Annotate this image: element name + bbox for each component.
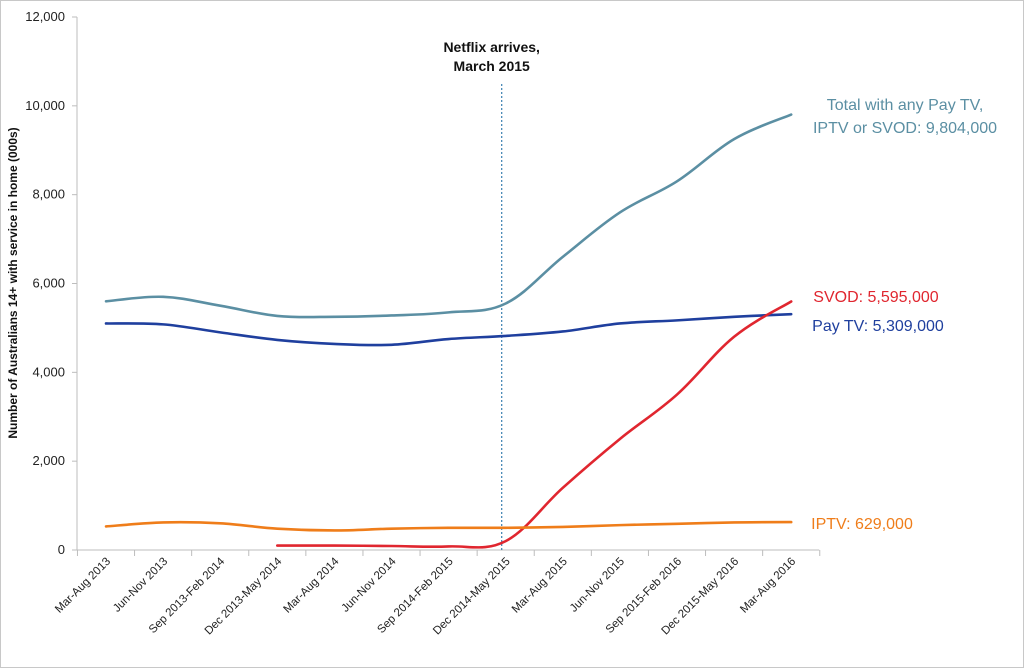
y-tick-label: 2,000 (32, 453, 65, 468)
series-label-total-with-any-pay-tv-iptv-or-svod: IPTV or SVOD: 9,804,000 (813, 120, 997, 137)
series-line-pay-tv (104, 312, 793, 347)
y-tick-label: 12,000 (25, 9, 65, 24)
series-label-pay-tv: Pay TV: 5,309,000 (812, 318, 944, 335)
series-line-iptv (104, 520, 793, 532)
netflix-annotation-label: Netflix arrives, (443, 39, 540, 55)
series-line-total-with-any-pay-tv-iptv-or-svod (104, 113, 793, 319)
series-label-svod: SVOD: 5,595,000 (813, 289, 939, 306)
y-tick-label: 6,000 (32, 276, 65, 291)
series-label-total-with-any-pay-tv-iptv-or-svod: Total with any Pay TV, (827, 97, 984, 114)
y-tick-label: 0 (58, 542, 65, 557)
y-axis-label: Number of Australians 14+ with service i… (6, 127, 20, 438)
annotations: Netflix arrives, March 2015 (443, 39, 540, 550)
x-tick-label: Mar-Aug 2016 (738, 556, 798, 616)
x-tick-label: Mar-Aug 2015 (510, 556, 570, 616)
y-tick-label: 10,000 (25, 98, 65, 113)
netflix-annotation-label: March 2015 (454, 58, 530, 74)
x-tick-label: Jun-Nov 2014 (340, 555, 400, 615)
series-line-svod (276, 300, 793, 549)
x-tick-label: Jun-Nov 2015 (568, 556, 627, 615)
series-group (104, 113, 793, 549)
y-tick-label: 4,000 (32, 364, 65, 379)
x-tick-label: Jun-Nov 2013 (111, 556, 170, 615)
series-labels: Total with any Pay TV, IPTV or SVOD: 9,80… (811, 97, 997, 533)
x-tick-label: Mar-Aug 2014 (282, 555, 342, 615)
x-tick-label: Mar-Aug 2013 (53, 556, 113, 616)
y-tick-label: 8,000 (32, 187, 65, 202)
series-label-iptv: IPTV: 629,000 (811, 516, 913, 533)
